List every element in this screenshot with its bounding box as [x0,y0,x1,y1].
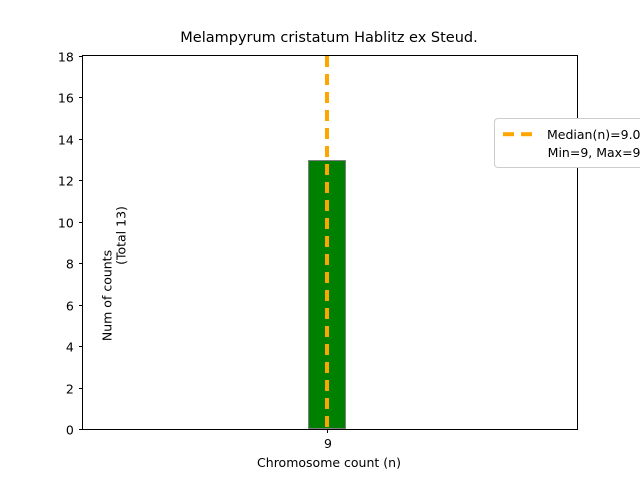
y-axis-tick: 6 [66,298,83,313]
y-axis-tick: 12 [58,174,83,189]
y-axis-tick-label: 2 [65,381,74,397]
y-axis-tick: 14 [58,132,83,147]
x-axis-label: Chromosome count (n) [257,455,401,470]
y-axis-tick-label: 8 [65,256,74,272]
y-axis-tick: 2 [66,381,83,396]
y-axis-tick: 4 [66,340,83,355]
y-axis-tick-label: 16 [57,90,74,106]
y-axis-tick-label: 12 [57,173,74,189]
plot-inner [83,56,577,429]
plot-area: 0 2 4 6 8 10 12 14 16 18 9 [58,50,640,451]
y-axis-tick-label: 6 [65,298,74,314]
y-axis-tick: 18 [58,50,83,65]
legend-label-minmax: Min=9, Max=9 [547,144,640,160]
legend: Median(n)=9.0 Min=9, Max=9 [494,118,640,168]
y-axis-tick-label: 0 [65,422,74,438]
y-axis-tick-label: 14 [57,132,74,148]
y-axis-tick-label: 10 [57,215,74,231]
x-axis-tick: 9 [324,429,332,451]
y-axis-tick-label: 18 [57,49,74,65]
y-axis-tick: 16 [58,91,83,106]
y-axis-tick-label: 4 [65,339,74,355]
chart-title: Melampyrum cristatum Hablitz ex Steud. [180,30,478,46]
x-axis-tick-label: 9 [324,436,332,452]
legend-label-median: Median(n)=9.0 [547,126,640,142]
y-axis-label: Num of counts [99,249,115,342]
y-axis-label-total: (Total 13) [113,206,129,265]
empty-sample-icon [503,143,540,161]
dashed-line-icon [502,125,539,143]
y-axis-tick: 10 [58,215,83,230]
y-axis-tick: 0 [66,423,83,438]
median-line [325,56,329,429]
legend-entry-median: Median(n)=9.0 [502,125,640,143]
y-axis-tick: 8 [66,257,83,272]
legend-entry-minmax: Min=9, Max=9 [502,143,640,161]
